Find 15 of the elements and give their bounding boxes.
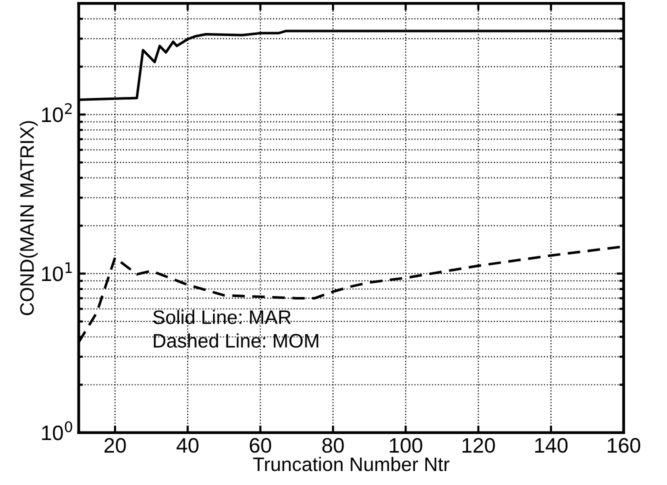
y-tick-label: 10$^{1}$ bbox=[42, 262, 72, 282]
x-tick-label: 20 bbox=[104, 438, 126, 453]
annotation: Dashed Line: MOM bbox=[154, 333, 318, 348]
x-tick-label: 60 bbox=[250, 438, 272, 453]
y-tick-label: 10$^{2}$ bbox=[42, 103, 72, 122]
x-tick-label: 160 bbox=[608, 438, 640, 453]
annotation: Solid Line: MAR bbox=[153, 310, 291, 324]
y-tick-label: 10$^{0}$ bbox=[42, 421, 72, 440]
x-tick-label: 100 bbox=[390, 438, 422, 453]
x-tick-label: 140 bbox=[535, 438, 568, 453]
x-tick-label: 80 bbox=[322, 438, 344, 453]
y-axis-title: COND(MAIN MATRIX) bbox=[20, 121, 38, 316]
x-axis-title: Truncation Number Ntr bbox=[253, 456, 450, 472]
x-tick-label: 40 bbox=[176, 438, 198, 453]
x-tick-label: 120 bbox=[462, 438, 495, 453]
